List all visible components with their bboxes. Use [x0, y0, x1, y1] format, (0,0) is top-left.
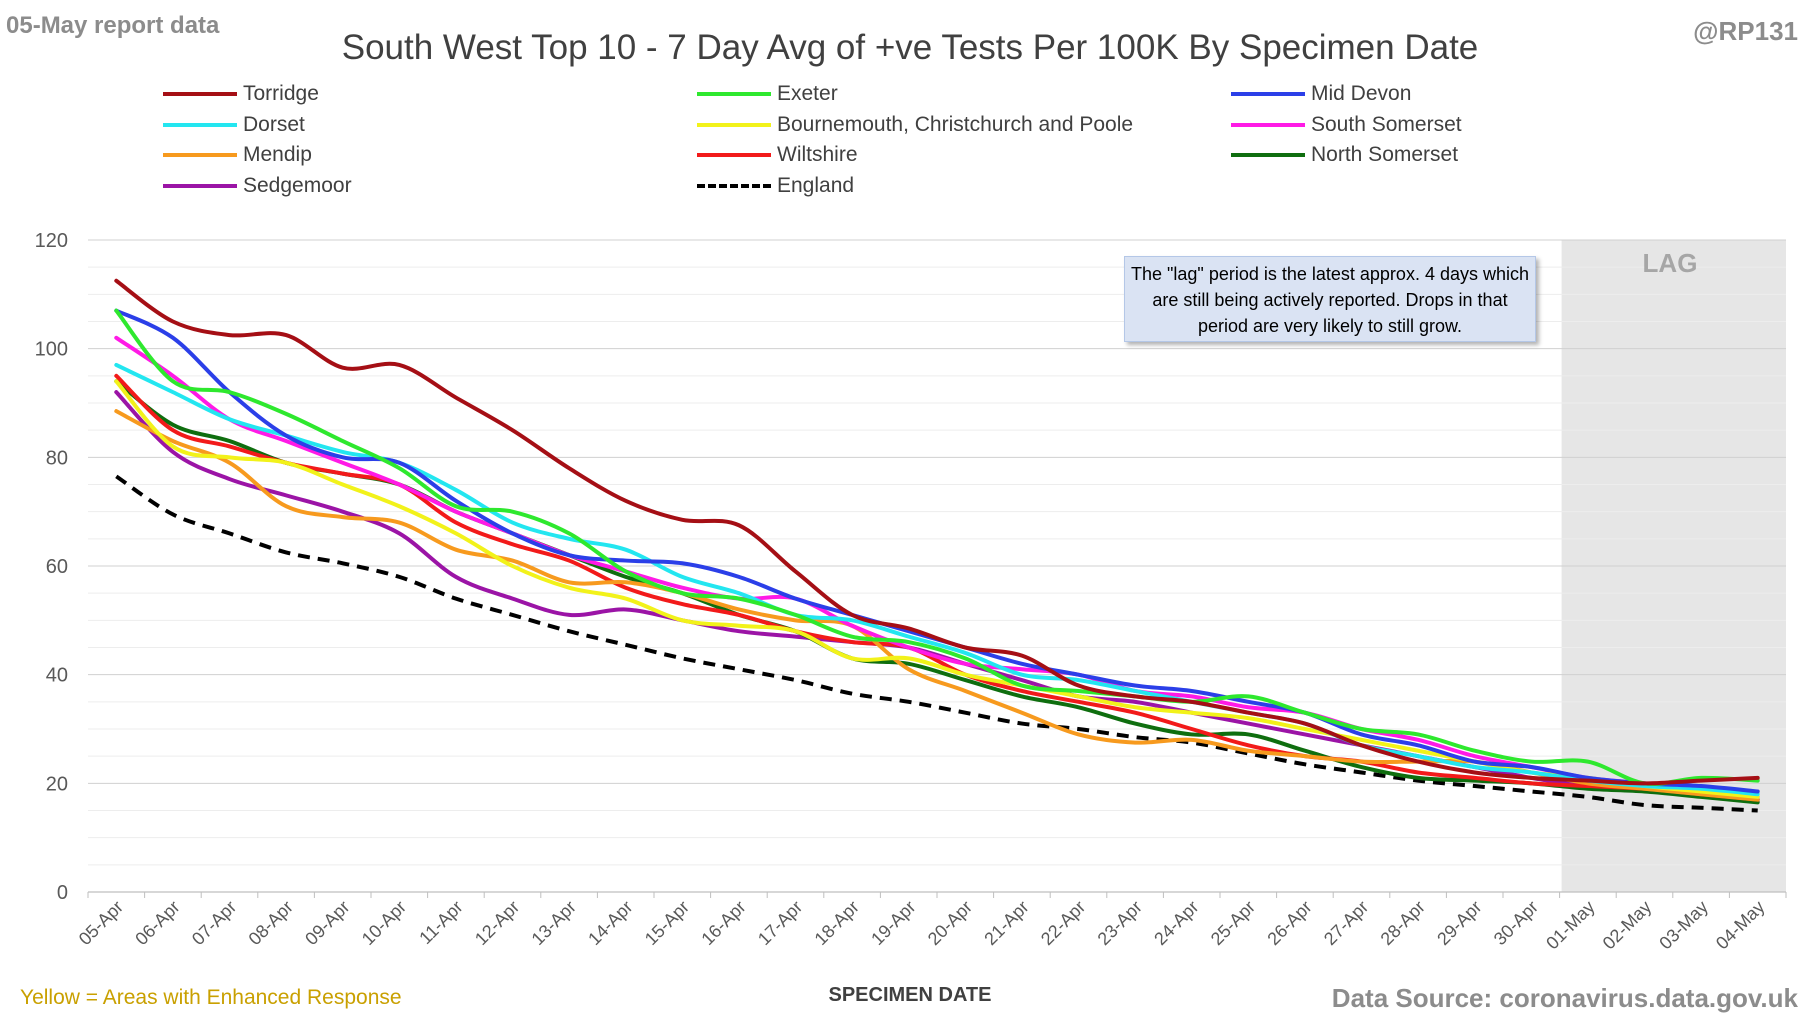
x-tick-label: 12-Apr — [471, 897, 523, 949]
x-tick-label: 16-Apr — [697, 897, 749, 949]
x-tick-label: 13-Apr — [528, 897, 580, 949]
x-tick-label: 23-Apr — [1094, 897, 1146, 949]
legend-swatch — [1231, 92, 1305, 96]
legend-swatch — [697, 92, 771, 96]
legend-swatch — [163, 184, 237, 188]
x-tick-label: 27-Apr — [1320, 897, 1372, 949]
legend-label: Bournemouth, Christchurch and Poole — [777, 113, 1134, 136]
legend-swatch — [697, 184, 771, 188]
y-tick-label: 40 — [46, 665, 68, 687]
x-tick-label: 07-Apr — [188, 897, 240, 949]
legend-label: Exeter — [777, 82, 838, 105]
legend-label: North Somerset — [1311, 143, 1459, 166]
legend-item-wiltshire: Wiltshire — [697, 141, 858, 169]
axes — [87, 891, 1787, 898]
x-tick-label: 30-Apr — [1490, 897, 1542, 949]
x-tick-label: 22-Apr — [1037, 897, 1089, 949]
y-tick-label: 100 — [35, 339, 68, 361]
x-tick-label: 08-Apr — [245, 897, 297, 949]
legend-label: South Somerset — [1311, 113, 1462, 136]
x-tick-label: 28-Apr — [1377, 897, 1429, 949]
series-line-torridge — [114, 278, 1760, 786]
x-tick-label: 05-Apr — [75, 897, 127, 949]
legend-item-exeter: Exeter — [697, 80, 838, 108]
y-tick-label: 0 — [57, 882, 68, 904]
legend-item-torridge: Torridge — [163, 80, 319, 108]
series-line-south-somerset — [114, 335, 1760, 799]
legend-item-sedgemoor: Sedgemoor — [163, 172, 352, 200]
series-line-dorset — [114, 362, 1760, 797]
legend-item-bournemouth-christchurch-and-poole: Bournemouth, Christchurch and Poole — [697, 111, 1133, 139]
legend-swatch — [697, 123, 771, 127]
report-date-label: 05-May report data — [6, 12, 220, 39]
x-tick-label: 02-May — [1599, 897, 1656, 954]
y-tick-label: 60 — [46, 556, 68, 578]
y-tick-label: 20 — [46, 773, 68, 795]
legend-item-mid-devon: Mid Devon — [1231, 80, 1411, 108]
series-line-england — [115, 474, 1758, 813]
footer-note: Yellow = Areas with Enhanced Response — [20, 986, 402, 1009]
x-tick-label: 14-Apr — [584, 897, 636, 949]
y-tick-label: 80 — [46, 447, 68, 469]
legend-item-north-somerset: North Somerset — [1231, 141, 1458, 169]
series-line-north-somerset — [114, 379, 1760, 805]
legend-item-dorset: Dorset — [163, 111, 305, 139]
x-tick-label: 06-Apr — [131, 897, 183, 949]
legend-swatch — [163, 123, 237, 127]
x-tick-label: 18-Apr — [811, 897, 863, 949]
x-axis-label: SPECIMEN DATE — [828, 984, 992, 1006]
series-line-mid-devon — [114, 308, 1760, 794]
legend-swatch — [163, 153, 237, 157]
legend-label: Sedgemoor — [243, 174, 352, 197]
legend-item-mendip: Mendip — [163, 141, 312, 169]
legend-swatch — [1231, 123, 1305, 127]
x-tick-label: 15-Apr — [641, 897, 693, 949]
legend-item-england: England — [697, 172, 854, 200]
legend-label: Dorset — [243, 113, 305, 136]
x-tick-label: 24-Apr — [1150, 897, 1202, 949]
legend-label: Wiltshire — [777, 143, 858, 166]
x-tick-label: 20-Apr — [924, 897, 976, 949]
author-handle: @RP131 — [1693, 16, 1798, 46]
x-tick-label: 19-Apr — [867, 897, 919, 949]
x-tick-label: 10-Apr — [358, 897, 410, 949]
legend-label: England — [777, 174, 855, 197]
x-tick-label: 11-Apr — [415, 897, 466, 948]
x-tick-label: 25-Apr — [1207, 897, 1259, 949]
legend-swatch — [1231, 153, 1305, 157]
series-line-bournemouth-christchurch-and-poole — [114, 379, 1760, 799]
chart-title: South West Top 10 - 7 Day Avg of +ve Tes… — [341, 28, 1479, 67]
x-tick-label: 29-Apr — [1433, 897, 1485, 949]
legend-swatch — [697, 153, 771, 157]
series-line-sedgemoor — [114, 390, 1760, 802]
y-tick-label: 120 — [35, 230, 68, 252]
x-tick-label: 04-May — [1712, 897, 1769, 954]
x-tick-label: 09-Apr — [301, 897, 353, 949]
x-tick-label: 03-May — [1655, 897, 1712, 954]
lag-annotation-box: The "lag" period is the latest approx. 4… — [1124, 256, 1536, 342]
x-tick-label: 21-Apr — [980, 897, 1032, 949]
legend-label: Torridge — [243, 82, 319, 105]
lag-label: LAG — [1642, 248, 1698, 278]
x-tick-label: 01-May — [1542, 897, 1599, 954]
series-lines — [114, 278, 1760, 813]
data-source-label: Data Source: coronavirus.data.gov.uk — [1331, 983, 1798, 1013]
legend-label: Mid Devon — [1311, 82, 1412, 105]
legend-label: Mendip — [243, 143, 312, 166]
x-tick-label: 26-Apr — [1263, 897, 1315, 949]
series-line-wiltshire — [114, 373, 1760, 802]
legend-item-south-somerset: South Somerset — [1231, 111, 1462, 139]
x-tick-label: 17-Apr — [754, 897, 806, 949]
legend-swatch — [163, 92, 237, 96]
series-line-exeter — [114, 308, 1760, 786]
